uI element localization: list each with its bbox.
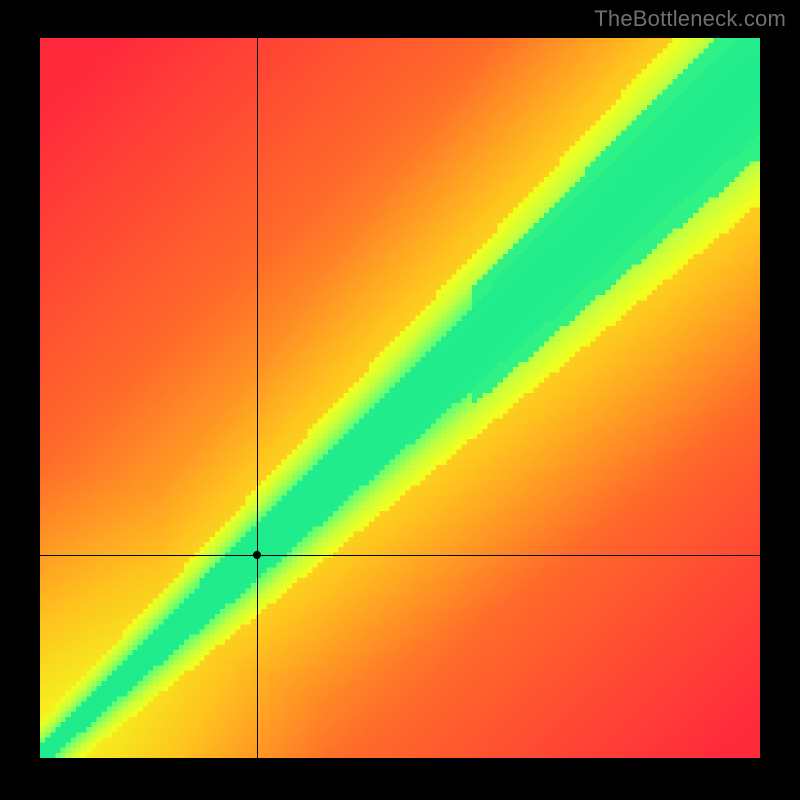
watermark-text: TheBottleneck.com: [594, 6, 786, 32]
crosshair-marker: [253, 551, 261, 559]
chart-root: TheBottleneck.com: [0, 0, 800, 800]
crosshair-horizontal: [40, 555, 760, 556]
plot-area: [40, 38, 760, 758]
crosshair-vertical: [257, 38, 258, 758]
heatmap-canvas: [40, 38, 760, 758]
